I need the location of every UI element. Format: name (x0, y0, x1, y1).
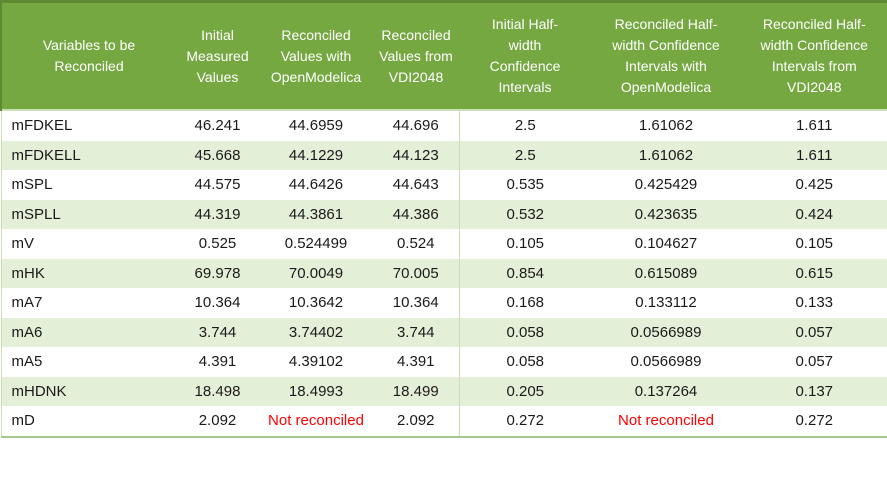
cell-value: Not reconciled (591, 406, 741, 438)
cell-value: 0.205 (459, 376, 591, 406)
row-variable: mSPL (0, 170, 176, 200)
cell-value: 44.643 (373, 170, 460, 200)
cell-value: 0.525 (198, 235, 237, 253)
cell-value: 0.524 (373, 229, 460, 259)
cell-value: 70.0049 (259, 258, 373, 288)
cell-value: 44.3861 (259, 199, 373, 229)
cell-value: 0.058 (459, 317, 591, 347)
cell-value: 2.092 (176, 406, 259, 438)
cell-value: 0.425429 (634, 176, 698, 194)
cell-value: 0.535 (506, 176, 545, 194)
row-variable: mA6 (0, 317, 176, 347)
cell-value: 0.057 (741, 317, 887, 347)
cell-value: 0.615089 (591, 258, 741, 288)
column-header: Reconciled Half- width Confidence Interv… (741, 0, 887, 110)
table-row: mFDKEL 46.241 44.6959 44.696 2.5 1.61062 1.611 (0, 109, 887, 141)
row-variable: mV (0, 229, 176, 259)
row-variable: mFDKELL (0, 140, 176, 170)
row-variable: mA5 (0, 347, 176, 377)
row-variable: mFDKEL (0, 109, 176, 141)
cell-value: 4.391 (198, 353, 237, 371)
cell-value: 44.1229 (259, 140, 373, 170)
cell-value: 0.133112 (635, 294, 697, 312)
cell-value: 3.744 (176, 317, 259, 347)
table-row: mHDNK 18.498 18.4993 18.499 0.205 0.137264 0.1… (0, 376, 887, 406)
table-row: mA6 3.744 3.74402 3.744 0.058 0.0566989 0.057 (0, 317, 887, 347)
cell-value: 0.0566989 (591, 317, 741, 347)
cell-value: 0.524499 (284, 235, 348, 253)
cell-value: 44.123 (373, 140, 460, 170)
cell-value: 10.364 (373, 288, 460, 318)
table-row: mFDKELL 45.668 44.1229 44.123 2.5 1.61062 1.61… (0, 140, 887, 170)
cell-value: 0.057 (741, 347, 887, 377)
cell-value: 0.423635 (591, 199, 741, 229)
cell-value: 0.0566989 (630, 353, 702, 371)
cell-value: 0.133 (741, 288, 887, 318)
column-header: Reconciled Values with OpenModelica (259, 0, 373, 110)
cell-value: 3.744 (373, 317, 460, 347)
cell-value: 0.272 (741, 406, 887, 438)
column-header: Initial Half- width Confidence Intervals (459, 0, 591, 110)
cell-value: 69.978 (176, 258, 259, 288)
cell-value: 1.61062 (591, 140, 741, 170)
cell-value: 46.241 (176, 109, 259, 141)
cell-value: 0.615 (741, 258, 887, 288)
cell-value: Not reconciled (259, 406, 373, 438)
table-row: mA5 4.391 4.39102 4.391 0.058 0.0566989 0.057 (0, 347, 887, 377)
table-row: mSPL 44.575 44.6426 44.643 0.535 0.425429 0.42… (0, 170, 887, 200)
column-header: Initial Measured Values (176, 0, 259, 110)
cell-value: 0.137 (741, 376, 887, 406)
cell-value: 0.854 (459, 258, 591, 288)
cell-value: 1.61062 (591, 109, 741, 141)
table-row: mD 2.092 Not reconciled 2.092 0.272 Not recon… (0, 406, 887, 438)
column-header: Variables to be Reconciled (0, 0, 176, 110)
cell-value: 18.4993 (259, 376, 373, 406)
cell-value: 44.6959 (259, 109, 373, 141)
cell-value: 10.3642 (288, 294, 344, 312)
cell-value: 18.498 (176, 376, 259, 406)
cell-value: 4.391 (373, 347, 460, 377)
cell-value: 10.364 (194, 294, 241, 312)
cell-value: 0.424 (741, 199, 887, 229)
cell-value: 1.611 (741, 140, 887, 170)
table-row: mA7 10.364 10.3642 10.364 0.168 0.133112 0.133 (0, 288, 887, 318)
cell-value: 3.74402 (259, 317, 373, 347)
cell-value: 18.499 (373, 376, 460, 406)
cell-value: 0.105 (741, 229, 887, 259)
cell-value: 0.105 (506, 235, 545, 253)
cell-value: 44.696 (373, 109, 460, 141)
row-variable: mD (0, 406, 176, 438)
table-row: mV 0.525 0.524499 0.524 0.105 0.104627 0.105 (0, 229, 887, 259)
cell-value: 0.168 (506, 294, 545, 312)
row-variable: mA7 (0, 288, 176, 318)
cell-value: 44.319 (176, 199, 259, 229)
cell-value: 44.575 (194, 176, 241, 194)
row-variable: mHK (0, 258, 176, 288)
table-row: mHK 69.978 70.0049 70.005 0.854 0.615089 0.615 (0, 258, 887, 288)
reconciliation-table: Variables to be Reconciled Initial Measur… (0, 0, 887, 438)
column-header: Reconciled Half- width Confidence Interv… (591, 0, 741, 110)
cell-value: 4.39102 (288, 353, 344, 371)
cell-value: 0.058 (506, 353, 545, 371)
cell-value: 0.104627 (634, 235, 698, 253)
cell-value: 0.425 (741, 170, 887, 200)
row-variable: mSPLL (0, 199, 176, 229)
row-variable: mHDNK (0, 376, 176, 406)
cell-value: 44.6426 (288, 176, 344, 194)
table-body: mFDKEL 46.241 44.6959 44.696 2.5 1.61062 1.611… (0, 109, 887, 438)
header-row: Variables to be Reconciled Initial Measur… (0, 0, 887, 110)
cell-value: 1.611 (741, 109, 887, 141)
cell-value: 70.005 (373, 258, 460, 288)
cell-value: 0.272 (459, 406, 591, 438)
cell-value: 2.5 (459, 109, 591, 141)
cell-value: 2.5 (459, 140, 591, 170)
cell-value: 45.668 (176, 140, 259, 170)
cell-value: 0.137264 (591, 376, 741, 406)
cell-value: 2.092 (373, 406, 460, 438)
cell-value: 0.532 (459, 199, 591, 229)
column-header: Reconciled Values from VDI2048 (373, 0, 459, 110)
table-row: mSPLL 44.319 44.3861 44.386 0.532 0.423635 0.4… (0, 199, 887, 229)
cell-value: 44.386 (373, 199, 460, 229)
